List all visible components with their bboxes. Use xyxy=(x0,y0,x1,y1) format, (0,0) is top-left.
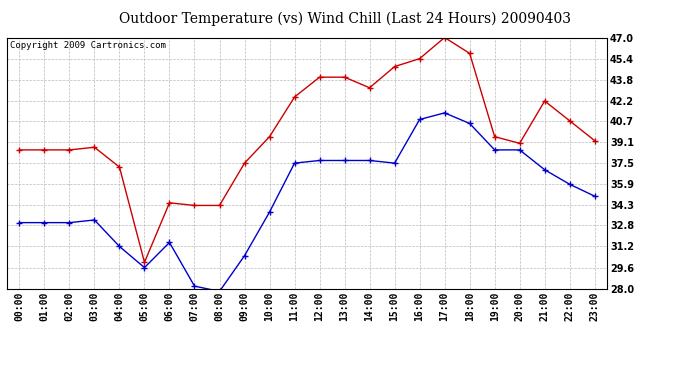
Text: Outdoor Temperature (vs) Wind Chill (Last 24 Hours) 20090403: Outdoor Temperature (vs) Wind Chill (Las… xyxy=(119,11,571,26)
Text: Copyright 2009 Cartronics.com: Copyright 2009 Cartronics.com xyxy=(10,41,166,50)
